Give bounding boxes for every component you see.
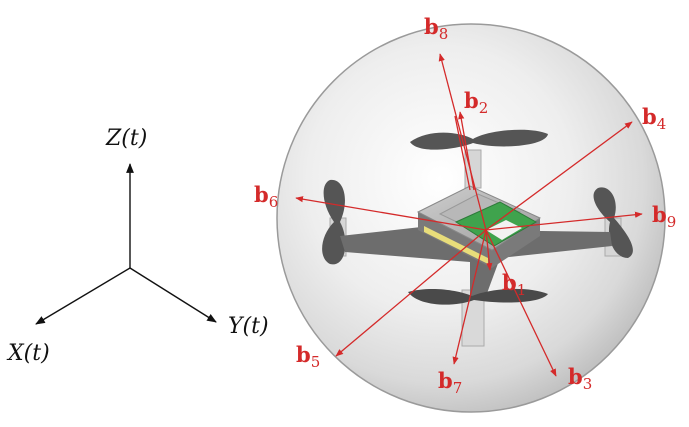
vector-b6-label: b6 [254, 182, 278, 211]
pin-header [424, 226, 488, 264]
y-axis [129, 267, 217, 323]
vector-b4-arrow [485, 121, 633, 231]
x-axis-label: X(t) [6, 341, 50, 366]
vector-b2-arrow-inner [454, 115, 471, 191]
quadrotor-drone [322, 129, 633, 347]
vector-b6-arrow [295, 196, 487, 231]
circuit-board [454, 201, 538, 247]
z-axis-label: Z(t) [105, 126, 147, 151]
propeller-front [408, 288, 548, 305]
vector-b8-arrow [438, 53, 487, 231]
propeller-back [410, 129, 548, 150]
vector-b1-label: b1 [502, 270, 526, 299]
body-side [418, 212, 540, 268]
vector-b4-label: b4 [642, 104, 666, 133]
board-chip [486, 220, 522, 240]
vector-b5-label: b5 [296, 342, 320, 371]
vector-b3-label: b3 [568, 364, 592, 393]
vector-labels: b1 b2 b3 b4 b5 b6 b7 b8 b9 [254, 14, 676, 397]
y-axis-label: Y(t) [228, 314, 269, 339]
propeller-left [322, 179, 346, 265]
propeller-right [593, 187, 633, 258]
vector-b7-label: b7 [438, 368, 462, 397]
vector-b3-arrow [485, 229, 557, 377]
vector-b9-label: b9 [652, 202, 676, 231]
vector-b7-arrow [452, 229, 487, 365]
vector-b2-label: b2 [464, 88, 488, 117]
vector-b1-arrow [485, 229, 493, 271]
vector-b8-label: b8 [424, 14, 448, 43]
vector-b9-arrow [485, 211, 643, 231]
x-axis [35, 267, 131, 325]
reference-frame: Z(t) X(t) Y(t) [6, 126, 269, 366]
body-vectors [295, 53, 643, 377]
vector-b5-arrow [335, 229, 487, 357]
